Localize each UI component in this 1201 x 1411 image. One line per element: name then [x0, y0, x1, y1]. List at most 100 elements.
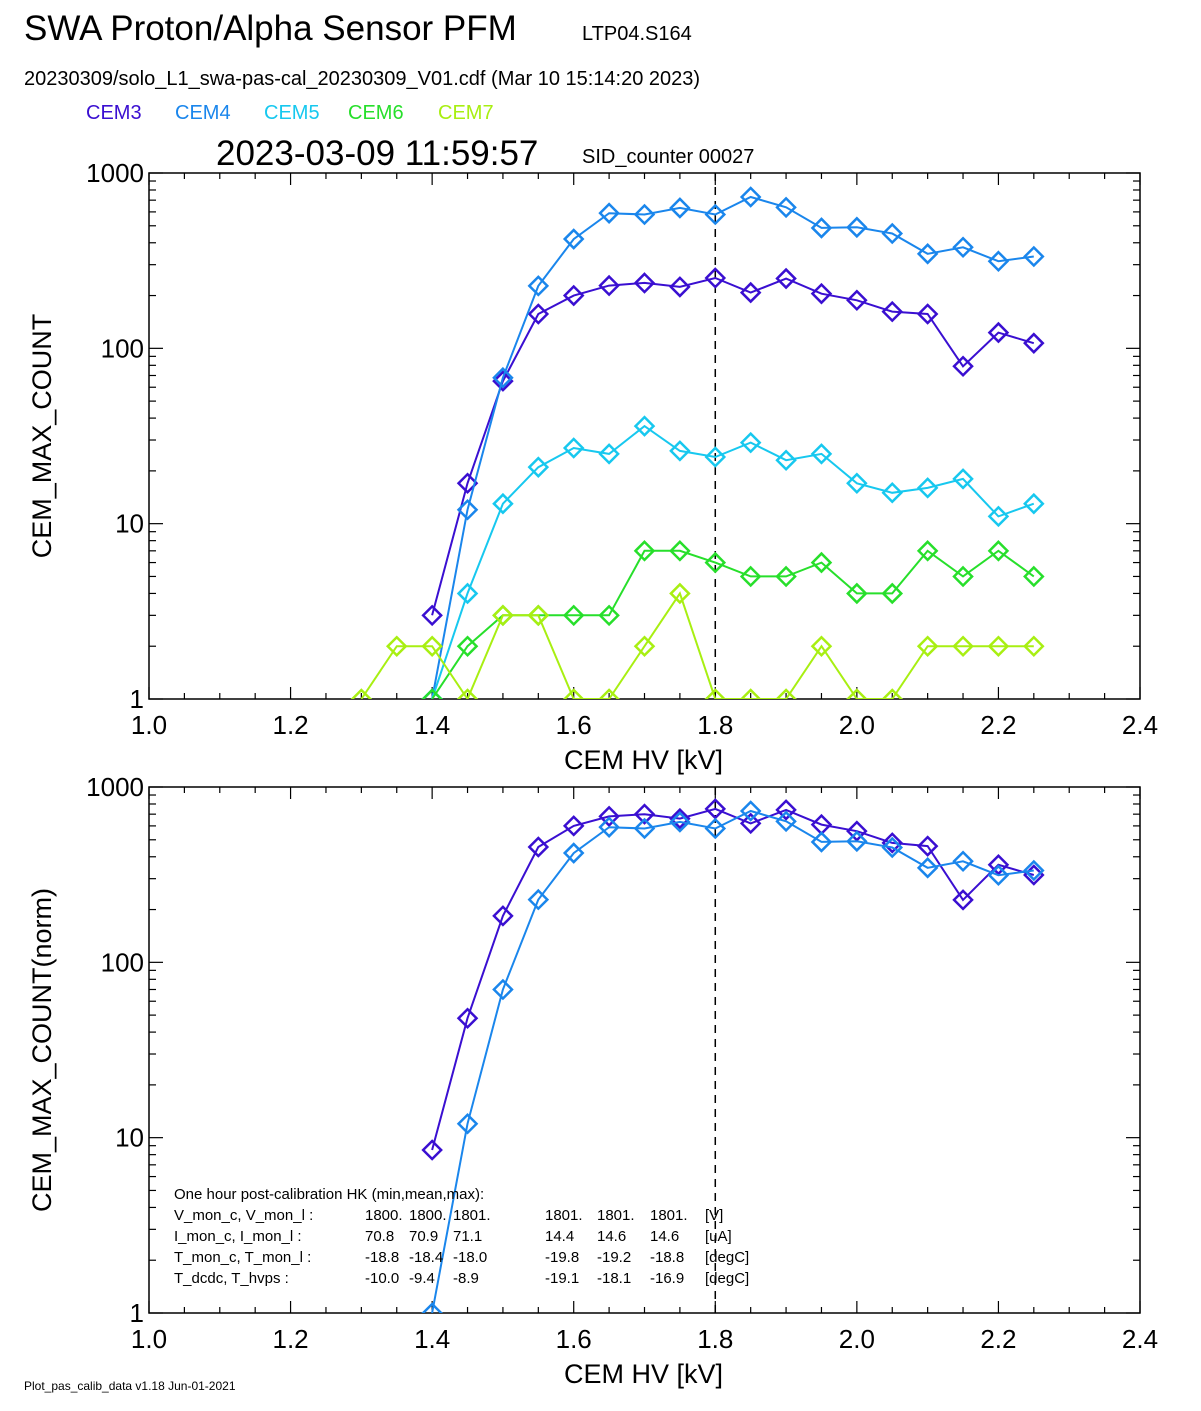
series-cem3-point	[669, 276, 691, 298]
series-cem7-point	[916, 635, 939, 657]
series-cem6-point	[562, 604, 585, 627]
series-cem3-point	[421, 604, 443, 627]
series-cem7-point	[598, 688, 620, 699]
series-cem3-point	[562, 284, 585, 307]
series-cem6-point	[633, 540, 656, 562]
series-cem7-point	[385, 635, 408, 657]
series-cem6-point	[775, 565, 797, 588]
series-cem4-point	[739, 186, 762, 208]
series-cem3-point	[775, 799, 797, 821]
series-cem3-point	[492, 370, 514, 392]
hk-value: -18.1	[597, 1270, 631, 1287]
series-cem7-point	[562, 688, 585, 699]
hk-row-label: I_mon_c, I_mon_l :	[174, 1228, 302, 1245]
series-cem3-point	[987, 854, 1010, 876]
hk-value: 1801.	[597, 1207, 635, 1224]
series-cem4-point	[775, 810, 797, 833]
series-cem4-point	[669, 811, 691, 833]
series-cem5-point	[810, 443, 833, 465]
series-cem3-point	[846, 820, 868, 842]
series-cem4-point	[456, 499, 479, 521]
x-axis-label: CEM HV [kV]	[564, 1359, 723, 1389]
hk-row-label: V_mon_c, V_mon_l :	[174, 1207, 313, 1224]
timestamp: 2023-03-09 11:59:57	[216, 134, 538, 173]
series-cem4-point	[952, 236, 974, 259]
series-cem4-point	[527, 275, 550, 297]
series-cem6-point	[456, 635, 479, 657]
series-cem4-point	[881, 836, 904, 859]
x-tick-label: 1.4	[414, 1324, 450, 1354]
series-cem5-point	[456, 582, 479, 605]
series-cem3-point	[881, 832, 904, 854]
y-tick-label: 100	[101, 947, 144, 977]
series-cem3-point	[633, 803, 656, 825]
x-tick-label: 1.4	[414, 710, 450, 740]
series-cem6-point	[739, 565, 762, 588]
series-cem5-point	[598, 443, 620, 465]
x-tick-label: 1.6	[556, 1324, 592, 1354]
series-cem5-point	[952, 468, 974, 490]
series-cem7-point	[527, 604, 550, 627]
hk-value: -8.9	[453, 1270, 479, 1287]
series-cem4-point	[775, 196, 797, 219]
hk-value: 70.9	[409, 1228, 438, 1245]
x-tick-label: 2.0	[839, 1324, 875, 1354]
series-cem7-point	[1023, 635, 1045, 657]
test-id: LTP04.S164	[582, 23, 692, 45]
x-tick-label: 2.4	[1122, 710, 1158, 740]
legend: CEM3 CEM4 CEM5 CEM6 CEM7	[86, 102, 494, 124]
y-tick-label: 100	[101, 333, 144, 363]
series-cem7-point	[704, 688, 727, 699]
hk-value: -16.9	[650, 1270, 684, 1287]
hk-unit: [degC]	[705, 1270, 749, 1287]
series-cem3-point	[952, 889, 974, 911]
series-cem7-point	[739, 688, 762, 699]
series-cem4-point	[598, 816, 620, 838]
y-tick-label: 1000	[86, 158, 144, 188]
hk-value: 71.1	[453, 1228, 482, 1245]
series-cem3-point	[916, 303, 939, 325]
y-tick-label: 1	[130, 1298, 144, 1328]
footer-version: Plot_pas_calib_data v1.18 Jun-01-2021	[24, 1379, 236, 1393]
series-cem5-point	[669, 440, 691, 462]
legend-cem4: CEM4	[175, 102, 231, 124]
hk-annotation: One hour post-calibration HK (min,mean,m…	[174, 1186, 749, 1287]
plot-title: SWA Proton/Alpha Sensor PFM	[24, 9, 517, 48]
series-cem4-point	[492, 366, 514, 389]
y-tick-label: 10	[115, 1123, 144, 1153]
series-cem7-point	[633, 635, 656, 657]
x-tick-label: 1.2	[272, 710, 308, 740]
hk-value: -18.8	[650, 1249, 684, 1266]
x-tick-label: 1.8	[697, 710, 733, 740]
series-cem5-point	[775, 449, 797, 472]
series-cem3-point	[669, 807, 691, 830]
legend-cem5: CEM5	[264, 102, 320, 124]
series-cem3-point	[704, 267, 727, 289]
hk-value: -10.0	[365, 1270, 399, 1287]
series-cem6-line	[431, 549, 1035, 699]
series-cem4-point	[739, 800, 762, 822]
x-tick-label: 2.2	[980, 710, 1016, 740]
bottom-plot: 1.0 1.2 1.4 1.6 1.8 2.0 2.2 2.4 1 10 100 1000 CEM HV…	[27, 772, 1158, 1389]
y-axis-label: CEM_MAX_COUNT(norm)	[27, 888, 57, 1212]
hk-value: 1800.	[409, 1207, 447, 1224]
series-cem6-point	[952, 565, 974, 588]
series-cem7-point	[350, 688, 373, 699]
series-cem6-point	[810, 551, 833, 574]
hk-value: 1800.	[365, 1207, 403, 1224]
legend-cem7: CEM7	[438, 102, 494, 124]
series-cem7-point	[810, 635, 833, 657]
series-cem5-point	[492, 492, 514, 515]
series-cem4-point	[916, 243, 939, 265]
series-cem7-point	[987, 635, 1010, 657]
series-cem3-line	[431, 807, 1035, 1151]
hk-value: 1801.	[650, 1207, 688, 1224]
series-cem5-point	[739, 431, 762, 454]
series-cem7-point	[775, 688, 797, 699]
hk-value: -9.4	[409, 1270, 435, 1287]
hk-value: -19.2	[597, 1249, 631, 1266]
series-cem7-point	[881, 688, 904, 699]
hk-value: -19.8	[545, 1249, 579, 1266]
series-cem3-point	[456, 472, 479, 495]
plot-frame	[148, 172, 1141, 700]
